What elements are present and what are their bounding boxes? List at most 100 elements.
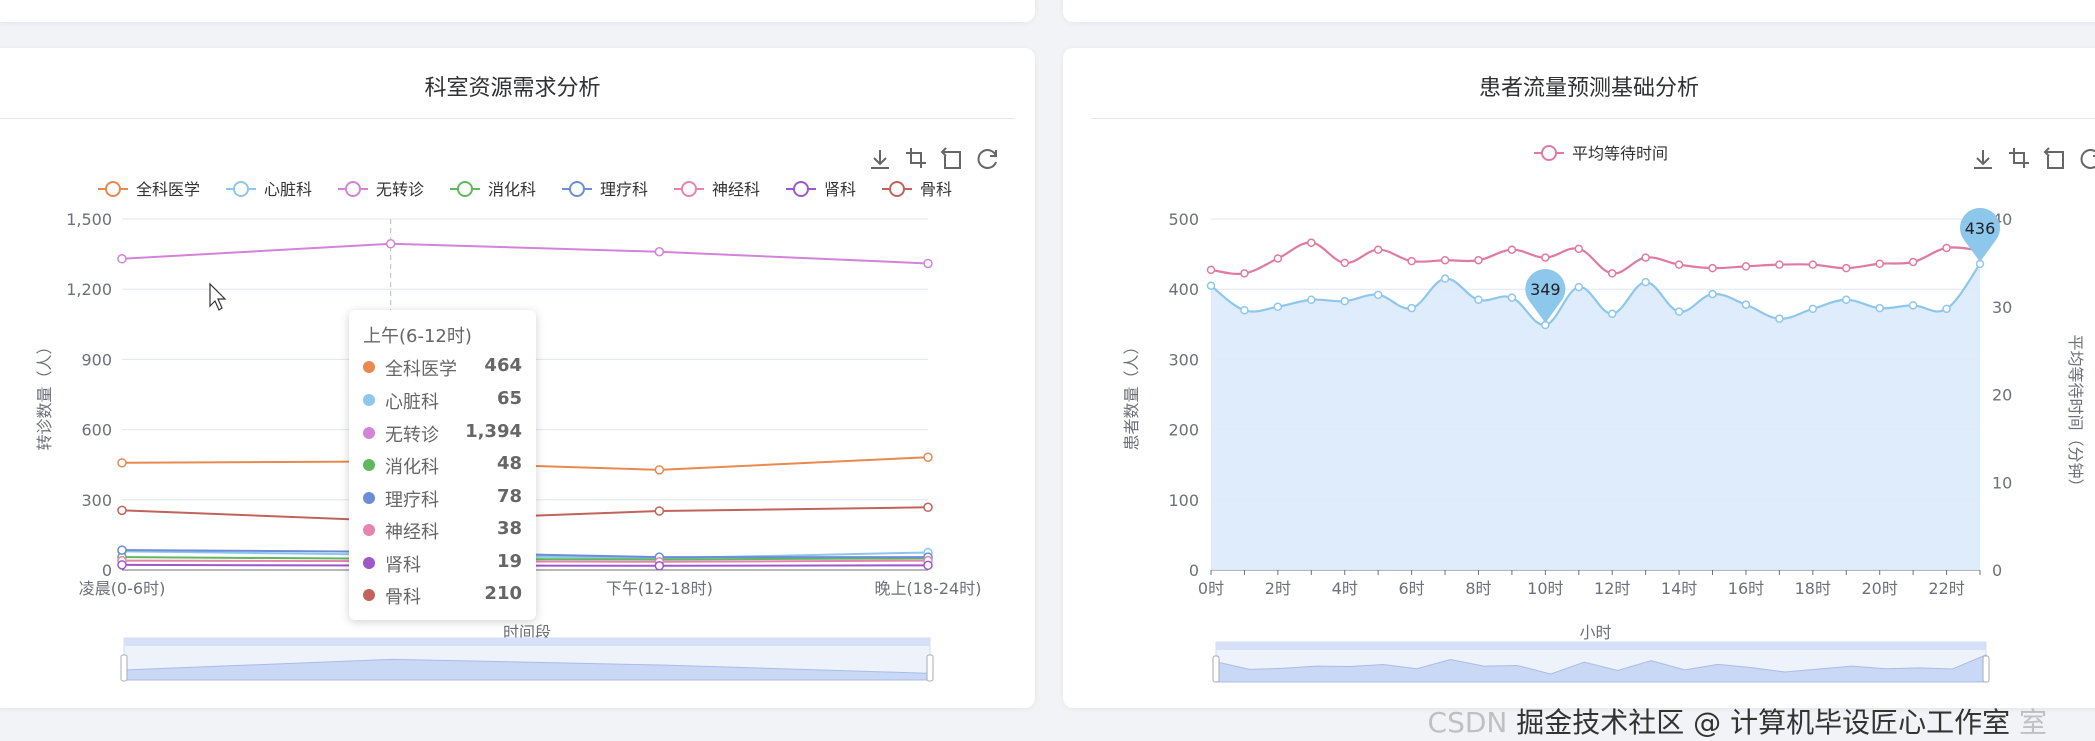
legend-item[interactable]: 神经科 [674, 180, 760, 199]
data-zoom-slider[interactable] [1212, 641, 1990, 683]
data-point[interactable] [1708, 263, 1717, 273]
data-point[interactable] [1507, 245, 1517, 254]
left-toolbox [871, 147, 997, 169]
data-point[interactable] [1875, 303, 1884, 313]
data-point[interactable] [654, 506, 665, 516]
data-point[interactable] [923, 560, 933, 571]
data-point[interactable] [1808, 304, 1818, 314]
data-point[interactable] [1373, 245, 1383, 254]
data-point[interactable] [1607, 269, 1617, 278]
slider-handle-right[interactable] [926, 654, 934, 682]
data-point[interactable] [1373, 290, 1383, 300]
legend-item[interactable]: 平均等待时间 [1534, 144, 1668, 163]
data-point[interactable] [1474, 295, 1483, 304]
data-point[interactable] [923, 258, 933, 269]
data-point[interactable] [1708, 289, 1717, 299]
data-point[interactable] [923, 502, 933, 513]
data-point[interactable] [1407, 303, 1416, 313]
tooltip-dot [363, 524, 375, 536]
data-point[interactable] [654, 561, 665, 571]
data-point[interactable] [1307, 295, 1316, 304]
data-point[interactable] [1240, 269, 1249, 278]
data-point[interactable] [117, 254, 127, 264]
x-tick-label: 22时 [1928, 579, 1964, 598]
markpoint-pin[interactable]: 349 [1525, 269, 1566, 324]
legend-item[interactable]: 心脏科 [226, 180, 312, 199]
x-tick-label: 凌晨(0-6时) [79, 579, 166, 598]
data-point[interactable] [1407, 256, 1416, 266]
data-point[interactable] [1574, 282, 1584, 292]
data-point[interactable] [1875, 259, 1884, 269]
data-point[interactable] [385, 239, 396, 249]
data-point[interactable] [654, 247, 665, 257]
tooltip-series-value: 38 [496, 518, 522, 539]
data-point[interactable] [1641, 253, 1650, 262]
patient-area [1211, 263, 1980, 570]
data-point[interactable] [117, 545, 127, 555]
data-zoom-slider[interactable] [120, 637, 934, 682]
x-tick-label: 10时 [1527, 579, 1563, 598]
data-point[interactable] [1440, 274, 1450, 283]
data-point[interactable] [1942, 304, 1951, 314]
data-point[interactable] [1240, 306, 1249, 315]
tooltip-series-value: 19 [496, 551, 522, 572]
data-point[interactable] [117, 560, 127, 570]
data-point[interactable] [117, 458, 127, 468]
data-point[interactable] [1474, 255, 1483, 265]
x-tick-label: 0时 [1198, 579, 1224, 598]
tooltip-series-name: 肾科 [385, 555, 421, 576]
data-point[interactable] [1574, 244, 1584, 254]
data-point[interactable] [1741, 262, 1751, 271]
data-point[interactable] [923, 452, 933, 462]
zoom-back-icon[interactable] [940, 147, 961, 169]
data-point[interactable] [1440, 255, 1450, 265]
data-point[interactable] [1674, 307, 1684, 316]
download-icon[interactable] [871, 150, 889, 169]
legend-label: 神经科 [712, 180, 760, 199]
restore-icon[interactable] [2080, 149, 2095, 169]
legend-item[interactable]: 理疗科 [562, 180, 648, 199]
slider-handle-left[interactable] [120, 654, 128, 682]
zoom-back-icon[interactable] [2043, 147, 2064, 169]
data-point[interactable] [654, 465, 665, 475]
legend-item[interactable]: 骨科 [882, 180, 952, 199]
legend-item[interactable]: 肾科 [786, 180, 856, 199]
download-icon[interactable] [1974, 150, 1992, 169]
legend-item[interactable]: 全科医学 [98, 180, 200, 199]
data-point[interactable] [117, 505, 127, 516]
data-point[interactable] [1674, 260, 1684, 269]
data-point[interactable] [1206, 281, 1216, 290]
data-point[interactable] [1607, 309, 1617, 319]
data-point[interactable] [1340, 296, 1349, 306]
y2-tick-label: 10 [1992, 473, 2012, 492]
legend-label: 骨科 [920, 180, 952, 199]
data-point[interactable] [1808, 260, 1818, 269]
data-point[interactable] [1775, 314, 1784, 323]
legend-item[interactable]: 消化科 [450, 180, 536, 199]
data-point[interactable] [1641, 277, 1650, 287]
data-point[interactable] [1942, 243, 1951, 253]
data-point[interactable] [1842, 263, 1851, 273]
slider-handle-right[interactable] [1982, 655, 1990, 683]
data-point[interactable] [1507, 293, 1517, 302]
top-left-card-partial [0, 0, 1035, 22]
data-point[interactable] [1307, 238, 1316, 247]
zoom-icon[interactable] [906, 148, 926, 168]
zoom-icon[interactable] [2009, 148, 2029, 168]
data-point[interactable] [1541, 253, 1550, 262]
data-point[interactable] [1842, 295, 1851, 304]
data-point[interactable] [1908, 301, 1918, 310]
data-point[interactable] [1741, 300, 1751, 309]
data-point[interactable] [1340, 258, 1349, 268]
data-point[interactable] [1273, 254, 1283, 263]
tooltip-title: 上午(6-12时) [363, 326, 472, 347]
slider-handle-left[interactable] [1212, 655, 1220, 683]
data-point[interactable] [1273, 302, 1283, 311]
data-point[interactable] [1908, 257, 1918, 267]
markpoint-shape [1960, 207, 2000, 262]
data-point[interactable] [1775, 260, 1784, 269]
data-point[interactable] [1206, 265, 1216, 275]
legend-item[interactable]: 无转诊 [338, 180, 424, 199]
markpoint-pin[interactable]: 436 [1960, 207, 2000, 262]
restore-icon[interactable] [977, 149, 997, 169]
